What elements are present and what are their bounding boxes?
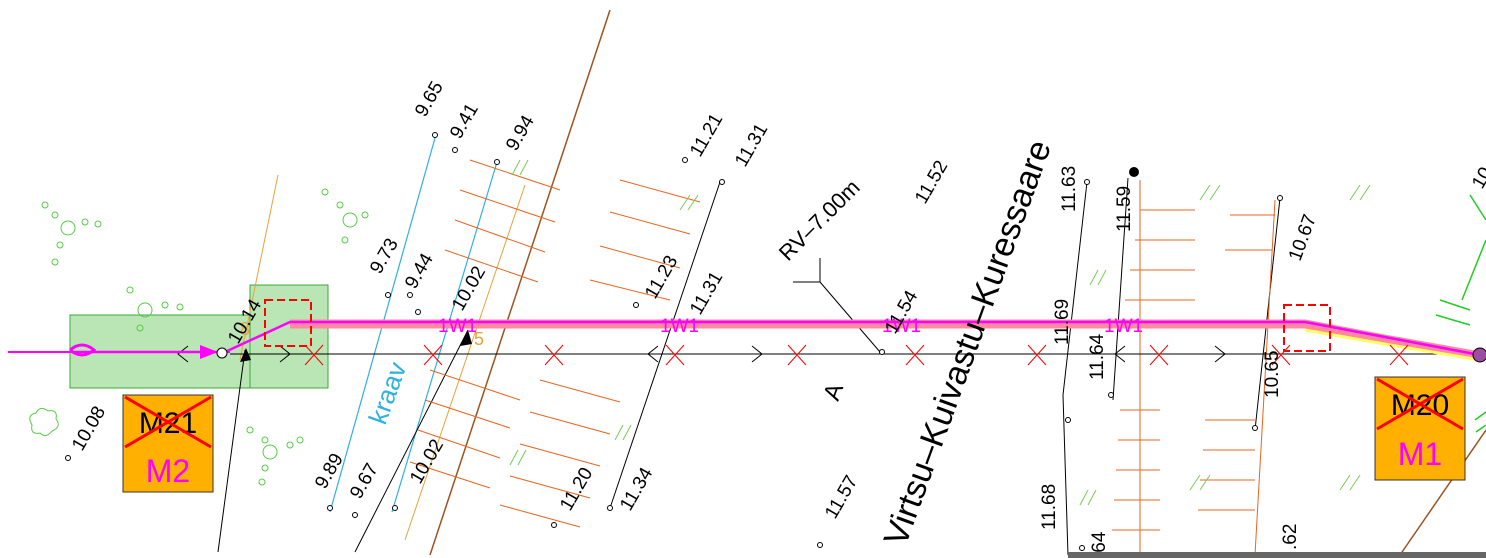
diagonal-line-rv	[819, 281, 881, 353]
cable-coil	[69, 343, 97, 357]
elevation-label: 11.23	[641, 252, 682, 302]
joint-box-left	[264, 299, 312, 347]
thin-orange-line	[239, 174, 279, 361]
marker-right: M20 M1	[1374, 376, 1466, 481]
left-orange-digit: 8	[240, 319, 250, 339]
elevation-label: 10.65	[1262, 350, 1283, 398]
cable-label-3: 1W1	[882, 316, 921, 337]
arrow-head	[460, 330, 472, 346]
marker-left-new: M2	[146, 453, 190, 489]
axis-letter-label: A	[818, 380, 849, 404]
road-edge-line	[429, 9, 611, 556]
elevation-label: 10.08	[68, 403, 110, 455]
bottom-edge-bar	[1068, 552, 1486, 558]
road-width-note: RV–7.00m	[774, 175, 865, 266]
elevation-label: 9.67	[346, 460, 383, 503]
arrow-line-left	[217, 349, 246, 553]
shrub-symbols	[29, 188, 369, 486]
joint-box-right	[1283, 304, 1331, 352]
cable-label-1: 1W1	[438, 316, 477, 337]
cable-halo	[290, 319, 1481, 361]
slope-hatching	[409, 159, 1276, 556]
survey-line-2	[1062, 181, 1088, 396]
ditch-line-orange	[404, 184, 526, 541]
road-edge-line-2	[1399, 429, 1486, 556]
elevation-label: 11.31	[686, 268, 727, 318]
arrow-head-2	[240, 348, 251, 362]
elevation-label: 11.21	[686, 110, 727, 160]
end-node	[1472, 347, 1486, 363]
cable-label-4: 1W1	[1104, 316, 1143, 337]
elevation-label: 11.68	[1039, 484, 1060, 530]
elevation-label: 11.57	[821, 472, 862, 522]
marker-right-new: M1	[1398, 436, 1442, 472]
road-name-label: Virtsu–Kuivastu–Kuressaare	[877, 135, 1059, 551]
elevation-label: 11.59	[1114, 186, 1135, 232]
survey-line-4	[1254, 197, 1281, 431]
elevation-points	[65, 132, 1283, 551]
survey-line-3	[1062, 394, 1069, 556]
elevation-label: 11.20	[556, 464, 597, 514]
elevation-label: 11.63	[1059, 166, 1080, 212]
elevation-label: 9.89	[311, 450, 348, 493]
survey-line-5	[1112, 177, 1129, 401]
arrow-line-mid	[354, 329, 469, 553]
elevation-label: 10.67	[1285, 212, 1321, 264]
ditch-line-2	[391, 161, 498, 513]
marker-left: M21 M2	[122, 394, 214, 493]
elevation-label: 9.65	[411, 78, 448, 121]
cable-label-2: 1W1	[660, 316, 699, 337]
elevation-label: 11.64	[1087, 333, 1108, 380]
elevation-label: 11.69	[1052, 299, 1073, 345]
cable-yellow-edge	[1304, 328, 1481, 362]
start-node	[216, 347, 228, 359]
elevation-label: .62	[1280, 524, 1301, 550]
cable-end-arrow	[200, 345, 218, 359]
elevation-label: 9.94	[502, 112, 539, 155]
axis-arrows	[177, 345, 1226, 363]
elevation-label: 11.52	[911, 157, 952, 207]
kraav-digit: 5	[474, 329, 484, 349]
elevation-label: .64	[1089, 531, 1110, 558]
rv-width-leader	[793, 258, 821, 283]
elevation-label: 9.41	[446, 100, 483, 143]
elevation-label: 10	[1468, 164, 1486, 193]
right-green-lines	[1435, 194, 1486, 433]
elevation-label: 9.44	[401, 250, 438, 293]
elevation-label: 11.31	[731, 120, 772, 170]
removal-crosses	[304, 344, 1409, 366]
survey-line	[609, 181, 721, 509]
left-zone-area-2	[249, 284, 329, 389]
grass-marks	[509, 159, 1371, 506]
